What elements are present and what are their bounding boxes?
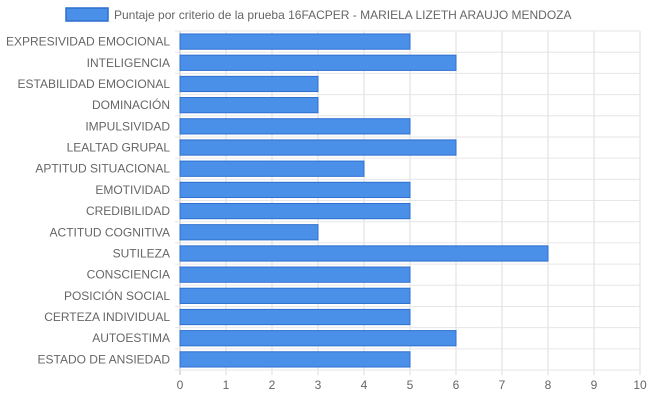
- x-tick-label: 10: [633, 378, 647, 392]
- bars: [179, 33, 549, 368]
- y-axis-labels: EXPRESIVIDAD EMOCIONAL INTELIGENCIA ESTABI…: [6, 35, 170, 367]
- bar[interactable]: [179, 160, 365, 177]
- y-tick-label: CREDIBILIDAD: [86, 204, 170, 218]
- x-tick-label: 8: [545, 378, 552, 392]
- x-tick-label: 9: [591, 378, 598, 392]
- x-tick-label: 3: [315, 378, 322, 392]
- legend-swatch: [65, 7, 109, 22]
- y-tick-label: ESTABILIDAD EMOCIONAL: [18, 77, 171, 91]
- x-tick-label: 0: [177, 378, 184, 392]
- y-tick-label: IMPULSIVIDAD: [85, 119, 170, 133]
- y-tick-label: LEALTAD GRUPAL: [67, 141, 171, 155]
- y-tick-label: POSICIÓN SOCIAL: [64, 288, 170, 303]
- y-tick-label: APTITUD SITUACIONAL: [35, 162, 170, 176]
- bar[interactable]: [179, 118, 411, 135]
- y-tick-label: CERTEZA INDIVIDUAL: [44, 310, 170, 324]
- bar[interactable]: [179, 308, 411, 326]
- y-tick-label: EMOTIVIDAD: [95, 183, 170, 197]
- y-tick-label: AUTOESTIMA: [92, 331, 170, 345]
- bar[interactable]: [179, 224, 319, 241]
- x-tick-label: 6: [453, 378, 460, 392]
- bar[interactable]: [179, 351, 411, 368]
- legend[interactable]: Puntaje por criterio de la prueba 16FACP…: [65, 7, 572, 22]
- y-tick-label: ESTADO DE ANSIEDAD: [38, 352, 171, 366]
- bar[interactable]: [179, 97, 319, 114]
- bar[interactable]: [179, 181, 411, 199]
- x-tick-label: 1: [223, 378, 230, 392]
- y-tick-label: SUTILEZA: [113, 246, 170, 260]
- y-tick-label: INTELIGENCIA: [87, 56, 170, 70]
- y-tick-label: EXPRESIVIDAD EMOCIONAL: [6, 35, 170, 49]
- y-tick-label: CONSCIENCIA: [87, 268, 170, 282]
- x-tick-label: 2: [269, 378, 276, 392]
- bar[interactable]: [179, 202, 411, 220]
- x-tick-label: 4: [361, 378, 368, 392]
- y-tick-label: DOMINACIÓN: [92, 97, 170, 112]
- bar[interactable]: [179, 330, 457, 347]
- bar[interactable]: [179, 33, 411, 50]
- y-tick-label: ACTITUD COGNITIVA: [50, 225, 170, 239]
- bar[interactable]: [179, 266, 411, 283]
- legend-label: Puntaje por criterio de la prueba 16FACP…: [114, 8, 572, 22]
- gridlines: [175, 30, 641, 375]
- bar[interactable]: [179, 139, 457, 156]
- bar[interactable]: [179, 54, 457, 71]
- bar[interactable]: [179, 245, 549, 262]
- bar[interactable]: [179, 287, 411, 304]
- x-tick-label: 5: [407, 378, 414, 392]
- x-tick-label: 7: [499, 378, 506, 392]
- bar[interactable]: [179, 75, 319, 93]
- x-axis-labels: 0 1 2 3 4 5 6 7 8 9 10: [177, 378, 647, 392]
